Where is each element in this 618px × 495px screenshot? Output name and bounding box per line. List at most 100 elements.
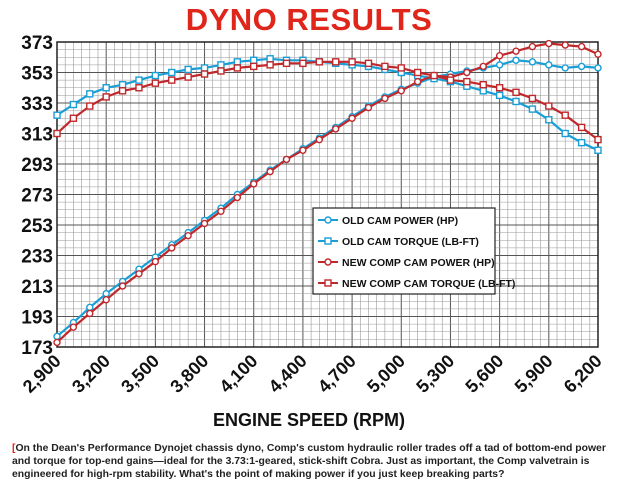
data-point [86, 102, 94, 110]
y-tick-label: 193 [21, 308, 53, 329]
legend-marker [324, 237, 332, 245]
data-point [545, 102, 553, 110]
data-point [381, 62, 389, 71]
data-point [364, 59, 373, 68]
data-point [184, 231, 192, 240]
x-axis-title: ENGINE SPEED (RPM) [212, 410, 406, 430]
data-point [561, 129, 569, 138]
data-point [528, 42, 537, 51]
y-tick-label: 353 [21, 64, 53, 85]
data-point [266, 61, 274, 69]
x-tick-label: 5,900 [511, 351, 557, 397]
data-point [545, 39, 553, 48]
data-point [217, 61, 225, 69]
y-tick-label: 233 [21, 247, 53, 268]
legend-marker [324, 279, 332, 287]
data-point [233, 64, 242, 72]
legend-marker [324, 258, 332, 266]
data-point [168, 68, 176, 77]
x-tick-label: 4,100 [216, 351, 262, 397]
data-point [102, 93, 110, 101]
data-point [102, 289, 110, 298]
data-point [528, 94, 537, 103]
data-point [430, 71, 438, 80]
data-point [594, 64, 602, 72]
data-point [315, 135, 324, 144]
figure-caption: [On the Dean's Performance Dynojet chass… [12, 442, 610, 482]
data-point [594, 135, 602, 144]
data-point [512, 47, 520, 55]
data-point [233, 193, 242, 202]
y-tick-label: 273 [21, 186, 53, 207]
data-point [53, 338, 61, 347]
data-point [413, 77, 422, 86]
legend-label: OLD CAM TORQUE (LB-FT) [342, 236, 479, 248]
data-point [53, 129, 61, 138]
data-point [184, 73, 192, 81]
data-point [479, 80, 487, 89]
data-point [545, 61, 553, 69]
data-point [282, 59, 291, 68]
data-point [200, 219, 209, 228]
data-point [168, 76, 176, 84]
data-point [200, 70, 209, 78]
x-tick-label: 3,500 [117, 351, 163, 397]
data-point [577, 123, 586, 132]
data-point [315, 58, 324, 66]
y-tick-label: 173 [21, 338, 53, 359]
data-point [118, 80, 127, 89]
data-point [69, 100, 78, 109]
data-point [381, 94, 389, 103]
data-point [495, 52, 504, 60]
data-point [397, 64, 405, 72]
data-point [299, 146, 307, 154]
data-point [233, 58, 242, 66]
plot-border [56, 41, 599, 348]
legend-label: NEW COMP CAM POWER (HP) [342, 257, 495, 269]
series-lines [53, 39, 602, 347]
data-point [594, 50, 602, 58]
y-tick-label: 253 [21, 216, 53, 237]
data-point [135, 270, 143, 278]
legend-label: NEW COMP CAM TORQUE (LB-FT) [342, 278, 515, 290]
data-point [495, 61, 504, 69]
data-point [413, 68, 422, 77]
data-point [512, 97, 520, 106]
data-point [528, 105, 537, 113]
data-point [397, 87, 405, 95]
x-tick-label: 5,000 [363, 351, 409, 397]
data-point [331, 125, 340, 133]
data-point [151, 71, 160, 80]
data-point [495, 84, 504, 92]
data-point [86, 303, 94, 312]
data-point [463, 77, 471, 86]
y-tick-label: 373 [21, 33, 53, 54]
legend: OLD CAM POWER (HP) OLD CAM TORQUE (LB-FT)… [312, 207, 515, 295]
x-tick-label: 4,400 [265, 351, 311, 397]
data-point [135, 76, 143, 84]
data-point [577, 138, 586, 147]
data-point [561, 41, 569, 49]
legend-box [312, 207, 496, 295]
data-point [528, 58, 537, 66]
y-tick-label: 313 [21, 125, 53, 146]
data-point [118, 87, 127, 95]
data-point [348, 114, 356, 122]
data-point [561, 111, 569, 119]
x-tick-label: 6,200 [560, 351, 606, 397]
data-point [495, 91, 504, 100]
data-point [69, 114, 78, 122]
data-point [282, 155, 291, 164]
data-point [53, 111, 61, 119]
data-point [545, 116, 553, 124]
data-point [512, 88, 520, 97]
x-tick-label: 5,600 [461, 351, 507, 397]
data-point [217, 207, 225, 215]
legend-label: OLD CAM POWER (HP) [342, 215, 458, 227]
caption-bracket: [ [12, 443, 16, 454]
data-point [168, 244, 176, 252]
chart-title: DYNO RESULTS [185, 2, 433, 37]
series-line [56, 42, 599, 344]
data-point [479, 87, 487, 95]
